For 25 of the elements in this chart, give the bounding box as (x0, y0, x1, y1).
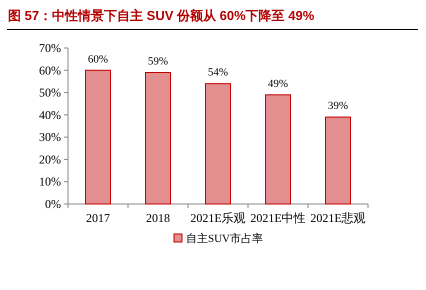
y-tick-label: 60% (39, 63, 61, 78)
chart-title: 图 57：中性情景下自主 SUV 份额从 60%下降至 49% (8, 8, 315, 23)
data-label: 59% (148, 56, 168, 68)
x-tick-label: 2021E乐观 (190, 211, 246, 225)
legend-label: 自主SUV市占率 (186, 232, 264, 245)
bar (85, 70, 111, 204)
y-tick-label: 50% (39, 86, 61, 100)
bar (205, 83, 231, 204)
y-tick-label: 20% (39, 152, 61, 166)
y-tick-label: 70% (39, 41, 61, 55)
bar (265, 94, 291, 204)
x-tick-label: 2021E悲观 (310, 211, 366, 225)
y-tick-label: 30% (39, 130, 61, 144)
data-label: 54% (208, 66, 228, 79)
data-label: 49% (268, 78, 288, 90)
x-tick-label: 2017 (86, 211, 110, 225)
x-tick-label: 2018 (146, 211, 170, 225)
data-label: 39% (328, 100, 348, 112)
x-tick-label: 2021E中性 (250, 211, 306, 225)
y-tick-label: 0% (45, 197, 61, 211)
bar (145, 72, 171, 204)
y-tick-label: 40% (39, 108, 61, 122)
bar (325, 116, 351, 204)
y-tick-label: 10% (39, 174, 61, 189)
data-label: 60% (88, 53, 108, 66)
